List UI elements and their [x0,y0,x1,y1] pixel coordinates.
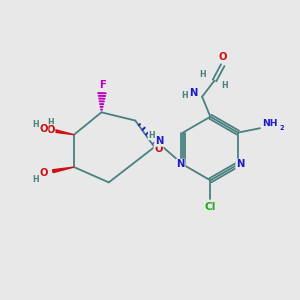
Text: H: H [221,81,228,90]
Text: O: O [39,124,48,134]
Polygon shape [52,167,74,172]
Text: N: N [155,136,163,146]
Text: H: H [181,91,188,100]
Text: Cl: Cl [205,202,216,212]
Text: F: F [99,80,105,90]
Text: N: N [189,88,197,98]
Text: N: N [236,159,244,170]
Text: H: H [47,118,54,127]
Text: N: N [176,159,185,170]
Text: NH: NH [262,119,278,128]
Polygon shape [52,129,74,135]
Text: O: O [46,125,55,135]
Text: H: H [32,175,38,184]
Text: O: O [154,143,163,154]
Text: H: H [32,120,38,129]
Text: H: H [200,70,206,79]
Text: O: O [39,168,48,178]
Text: H: H [148,130,155,140]
Text: O: O [218,52,227,62]
Text: 2: 2 [279,125,284,131]
